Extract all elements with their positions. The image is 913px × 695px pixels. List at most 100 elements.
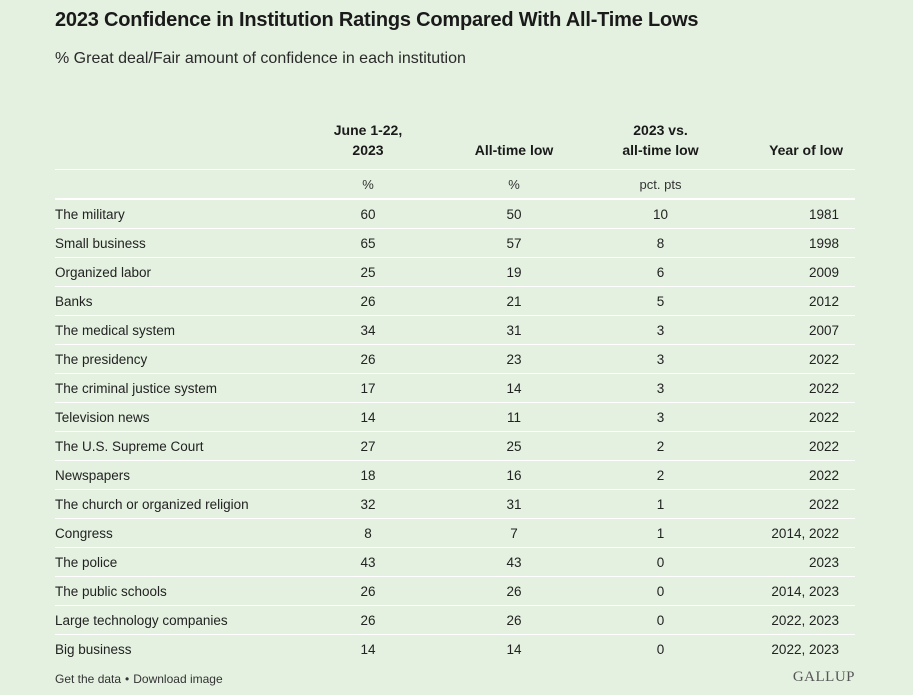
all-time-low-cell: 43 bbox=[441, 547, 587, 577]
download-image-link[interactable]: Download image bbox=[133, 672, 223, 686]
year-of-low-cell: 2012 bbox=[734, 286, 855, 316]
header-vs-line2: all-time low bbox=[622, 142, 699, 158]
year-of-low-cell: 1981 bbox=[734, 199, 855, 229]
year-of-low-cell: 1998 bbox=[734, 228, 855, 258]
june-2023-cell: 34 bbox=[295, 315, 441, 345]
institution-cell: Large technology companies bbox=[55, 605, 295, 635]
institution-cell: The public schools bbox=[55, 576, 295, 606]
june-2023-cell: 27 bbox=[295, 431, 441, 461]
diff-cell: 0 bbox=[587, 576, 734, 606]
institution-cell: Congress bbox=[55, 518, 295, 548]
institution-cell: Banks bbox=[55, 286, 295, 316]
diff-cell: 1 bbox=[587, 518, 734, 548]
table-row: Banks 26 21 5 2012 bbox=[55, 286, 855, 316]
table-row: Congress 8 7 1 2014, 2022 bbox=[55, 518, 855, 548]
table-row: The church or organized religion 32 31 1 202… bbox=[55, 489, 855, 519]
all-time-low-cell: 50 bbox=[441, 199, 587, 229]
all-time-low-cell: 25 bbox=[441, 431, 587, 461]
diff-cell: 0 bbox=[656, 641, 665, 657]
institution-cell: Newspapers bbox=[55, 460, 295, 490]
table-row: The presidency 26 23 3 2022 bbox=[55, 344, 855, 374]
institution-cell: Television news bbox=[55, 402, 295, 432]
diff-cell: 8 bbox=[587, 228, 734, 258]
year-of-low-cell: 2022 bbox=[734, 460, 855, 490]
diff-cell: 2 bbox=[587, 431, 734, 461]
year-of-low-cell: 2022 bbox=[734, 489, 855, 519]
year-of-low-cell: 2022, 2023 bbox=[771, 641, 839, 657]
get-data-link[interactable]: Get the data bbox=[55, 672, 122, 686]
institution-cell: The church or organized religion bbox=[55, 489, 295, 519]
all-time-low-cell: 14 bbox=[506, 641, 522, 657]
june-2023-cell: 26 bbox=[295, 286, 441, 316]
units-row: % % pct. pts bbox=[55, 169, 855, 200]
diff-cell: 0 bbox=[587, 547, 734, 577]
footer: Get the data • Download image bbox=[55, 672, 223, 686]
header-june-2023: June 1-22, 2023 bbox=[295, 108, 441, 170]
table-body: % % pct. pts The military 60 50 10 1981 Small… bbox=[55, 169, 855, 664]
table-row: Television news 14 11 3 2022 bbox=[55, 402, 855, 432]
june-2023-cell: 18 bbox=[295, 460, 441, 490]
all-time-low-cell: 31 bbox=[441, 489, 587, 519]
all-time-low-cell: 19 bbox=[441, 257, 587, 287]
institution-cell: Organized labor bbox=[55, 257, 295, 287]
june-2023-cell: 65 bbox=[295, 228, 441, 258]
june-2023-cell: 26 bbox=[295, 605, 441, 635]
all-time-low-cell: 21 bbox=[441, 286, 587, 316]
chart-title: 2023 Confidence in Institution Ratings C… bbox=[55, 9, 699, 31]
diff-cell: 1 bbox=[587, 489, 734, 519]
year-of-low-cell: 2022 bbox=[734, 431, 855, 461]
diff-cell: 6 bbox=[587, 257, 734, 287]
june-2023-cell: 8 bbox=[295, 518, 441, 548]
header-vs-all-time-low: 2023 vs. all-time low bbox=[587, 108, 734, 170]
diff-cell: 2 bbox=[587, 460, 734, 490]
institution-cell: Big business bbox=[55, 641, 132, 657]
all-time-low-cell: 11 bbox=[441, 402, 587, 432]
table-row: The U.S. Supreme Court 27 25 2 2022 bbox=[55, 431, 855, 461]
institution-cell: The military bbox=[55, 199, 295, 229]
all-time-low-cell: 31 bbox=[441, 315, 587, 345]
diff-cell: 3 bbox=[587, 344, 734, 374]
institution-cell: The medical system bbox=[55, 315, 295, 345]
header-institution bbox=[55, 108, 295, 170]
year-of-low-cell: 2022 bbox=[734, 373, 855, 403]
table-row: Small business 65 57 8 1998 bbox=[55, 228, 855, 258]
institution-cell: The police bbox=[55, 547, 295, 577]
all-time-low-cell: 14 bbox=[441, 373, 587, 403]
all-time-low-cell: 23 bbox=[441, 344, 587, 374]
unit-year-of-low bbox=[734, 169, 855, 200]
june-2023-cell: 25 bbox=[295, 257, 441, 287]
all-time-low-cell: 26 bbox=[441, 576, 587, 606]
unit-vs-all-time-low: pct. pts bbox=[587, 169, 734, 200]
diff-cell: 3 bbox=[587, 315, 734, 345]
year-of-low-cell: 2014, 2023 bbox=[734, 576, 855, 606]
institution-cell: The presidency bbox=[55, 344, 295, 374]
all-time-low-cell: 57 bbox=[441, 228, 587, 258]
june-2023-cell: 14 bbox=[295, 402, 441, 432]
table-row: The criminal justice system 17 14 3 2022 bbox=[55, 373, 855, 403]
institution-cell: Small business bbox=[55, 228, 295, 258]
table-row: Big business 14 14 0 2022, 2023 bbox=[55, 635, 855, 664]
table-row: Organized labor 25 19 6 2009 bbox=[55, 257, 855, 287]
institution-cell: The criminal justice system bbox=[55, 373, 295, 403]
institution-cell: The U.S. Supreme Court bbox=[55, 431, 295, 461]
header-all-time-low: All-time low bbox=[441, 108, 587, 170]
confidence-table: June 1-22, 2023 All-time low 2023 vs. al… bbox=[55, 108, 855, 663]
footer-separator: • bbox=[125, 672, 130, 686]
june-2023-cell: 32 bbox=[295, 489, 441, 519]
june-2023-cell: 17 bbox=[295, 373, 441, 403]
diff-cell: 0 bbox=[587, 605, 734, 635]
table-row: Large technology companies 26 26 0 2022, 202… bbox=[55, 605, 855, 635]
all-time-low-cell: 7 bbox=[441, 518, 587, 548]
header-june-2023-line2: 2023 bbox=[352, 142, 384, 158]
june-2023-cell: 43 bbox=[295, 547, 441, 577]
diff-cell: 3 bbox=[587, 373, 734, 403]
table-row: Newspapers 18 16 2 2022 bbox=[55, 460, 855, 490]
table-row: The medical system 34 31 3 2007 bbox=[55, 315, 855, 345]
year-of-low-cell: 2022 bbox=[734, 402, 855, 432]
header-year-of-low: Year of low bbox=[734, 108, 855, 170]
all-time-low-cell: 16 bbox=[441, 460, 587, 490]
june-2023-cell: 26 bbox=[295, 344, 441, 374]
year-of-low-cell: 2014, 2022 bbox=[734, 518, 855, 548]
header-june-2023-line1: June 1-22, bbox=[333, 122, 403, 138]
header-all-time-low-label: All-time low bbox=[474, 142, 554, 158]
